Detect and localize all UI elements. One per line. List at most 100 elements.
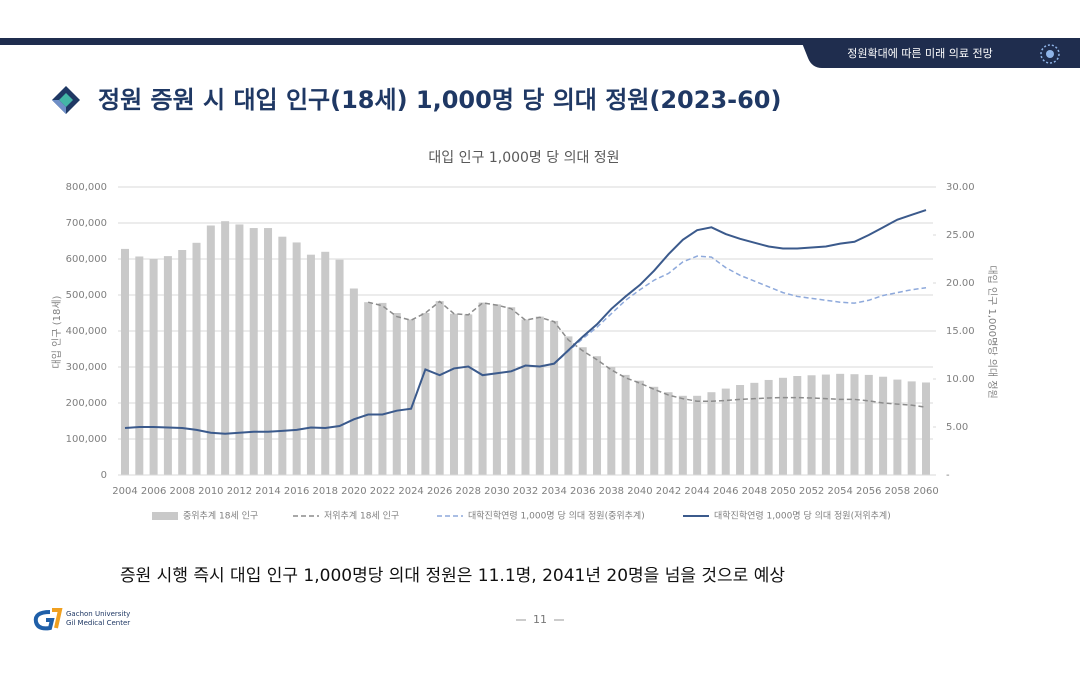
bar xyxy=(564,336,573,475)
page-number: 11 xyxy=(533,613,547,626)
bar xyxy=(879,376,888,475)
top-bar xyxy=(0,38,1080,45)
bar xyxy=(206,225,215,475)
section-title: 정원확대에 따른 미래 의료 전망 xyxy=(847,47,993,60)
x-tick-label: 2014 xyxy=(255,486,280,497)
bar xyxy=(893,379,902,475)
x-tick-label: 2012 xyxy=(227,486,252,497)
bar xyxy=(192,242,201,475)
x-tick-label: 2006 xyxy=(141,486,166,497)
legend-item: 대학진학연령 1,000명 당 의대 정원(중위추계) xyxy=(437,510,645,522)
y-tick-label: 0 xyxy=(101,470,107,481)
bar xyxy=(378,302,387,475)
x-tick-label: 2034 xyxy=(541,486,566,497)
bar xyxy=(807,375,816,475)
x-tick-label: 2052 xyxy=(799,486,824,497)
bar xyxy=(635,380,644,475)
bar xyxy=(407,319,416,475)
bar xyxy=(907,381,916,475)
legend-label: 대학진학연령 1,000명 당 의대 정원(저위추계) xyxy=(714,510,891,522)
bar xyxy=(221,221,230,475)
x-tick-label: 2042 xyxy=(656,486,681,497)
legend-swatch xyxy=(152,512,178,520)
bar xyxy=(392,313,401,475)
x-tick-label: 2004 xyxy=(112,486,137,497)
conclusion: 증원 시행 즉시 대입 인구 1,000명당 의대 정원은 11.1명, 204… xyxy=(120,566,785,586)
bar xyxy=(721,388,730,475)
y2-tick-label: 10.00 xyxy=(946,374,975,385)
footer-sub: Gil Medical Center xyxy=(66,619,130,627)
bar xyxy=(736,385,745,475)
bar xyxy=(306,254,315,475)
line-series xyxy=(367,300,927,409)
bar xyxy=(449,313,458,475)
title-icon xyxy=(52,86,80,114)
x-tick-label: 2020 xyxy=(341,486,366,497)
bar xyxy=(922,382,930,475)
y-axis-label: 대입 인구 (18세) xyxy=(50,295,63,368)
legend-label: 대학진학연령 1,000명 당 의대 정원(중위추계) xyxy=(468,510,645,522)
bar xyxy=(121,248,129,475)
x-tick-label: 2028 xyxy=(456,486,481,497)
x-tick-label: 2024 xyxy=(398,486,423,497)
bar xyxy=(478,302,487,475)
bar xyxy=(492,304,501,475)
bar xyxy=(864,374,873,475)
y2-tick-label: 25.00 xyxy=(946,230,975,241)
legend-label: 중위추계 18세 인구 xyxy=(183,510,258,522)
x-tick-label: 2016 xyxy=(284,486,309,497)
x-tick-label: 2038 xyxy=(599,486,624,497)
y-tick-label: 700,000 xyxy=(66,218,107,229)
legend-label: 저위추계 18세 인구 xyxy=(324,510,399,522)
bar xyxy=(693,395,702,475)
bar xyxy=(292,242,301,475)
x-tick-label: 2044 xyxy=(684,486,709,497)
legend-item: 중위추계 18세 인구 xyxy=(152,510,258,522)
bar xyxy=(836,373,845,475)
bar xyxy=(507,307,516,475)
x-tick-label: 2058 xyxy=(885,486,910,497)
bar xyxy=(349,288,358,475)
bar xyxy=(163,256,172,475)
bar xyxy=(607,367,616,475)
x-tick-label: 2008 xyxy=(169,486,194,497)
chart-title: 대입 인구 1,000명 당 의대 정원 xyxy=(428,150,619,166)
bar xyxy=(264,228,273,475)
x-tick-label: 2032 xyxy=(513,486,538,497)
bar xyxy=(821,374,830,475)
bar xyxy=(750,382,759,475)
bar xyxy=(621,374,630,475)
bar xyxy=(778,377,787,475)
x-tick-label: 2046 xyxy=(713,486,738,497)
x-tick-label: 2040 xyxy=(627,486,652,497)
y2-axis-label: 대입 인구 1,000명당 의대 정원 xyxy=(986,265,999,398)
bar xyxy=(535,316,544,475)
x-tick-label: 2036 xyxy=(570,486,595,497)
y2-tick-label: 20.00 xyxy=(946,278,975,289)
slide-title: 정원 증원 시 대입 인구(18세) 1,000명 당 의대 정원(2023-6… xyxy=(98,86,781,114)
bar xyxy=(793,376,802,475)
bar xyxy=(593,356,602,475)
bar xyxy=(678,395,687,475)
y2-tick-label: 15.00 xyxy=(946,326,975,337)
y-tick-label: 800,000 xyxy=(66,182,107,193)
x-tick-label: 2048 xyxy=(742,486,767,497)
x-tick-label: 2018 xyxy=(313,486,338,497)
bar xyxy=(764,379,773,475)
bar xyxy=(335,259,344,475)
bar xyxy=(321,251,330,475)
bar xyxy=(278,236,287,475)
x-tick-label: 2026 xyxy=(427,486,452,497)
x-tick-label: 2056 xyxy=(856,486,881,497)
y2-tick-label: 30.00 xyxy=(946,182,975,193)
plot: 0 100,000 200,000 300,000 400,000 500,000 600,… xyxy=(66,182,975,522)
x-tick-label: 2022 xyxy=(370,486,395,497)
line-series xyxy=(124,209,927,435)
x-tick-label: 2010 xyxy=(198,486,223,497)
footer-logo xyxy=(33,608,63,631)
bar xyxy=(249,228,258,475)
bar xyxy=(850,374,859,475)
bar xyxy=(364,302,373,475)
legend-item: 저위추계 18세 인구 xyxy=(293,510,399,522)
